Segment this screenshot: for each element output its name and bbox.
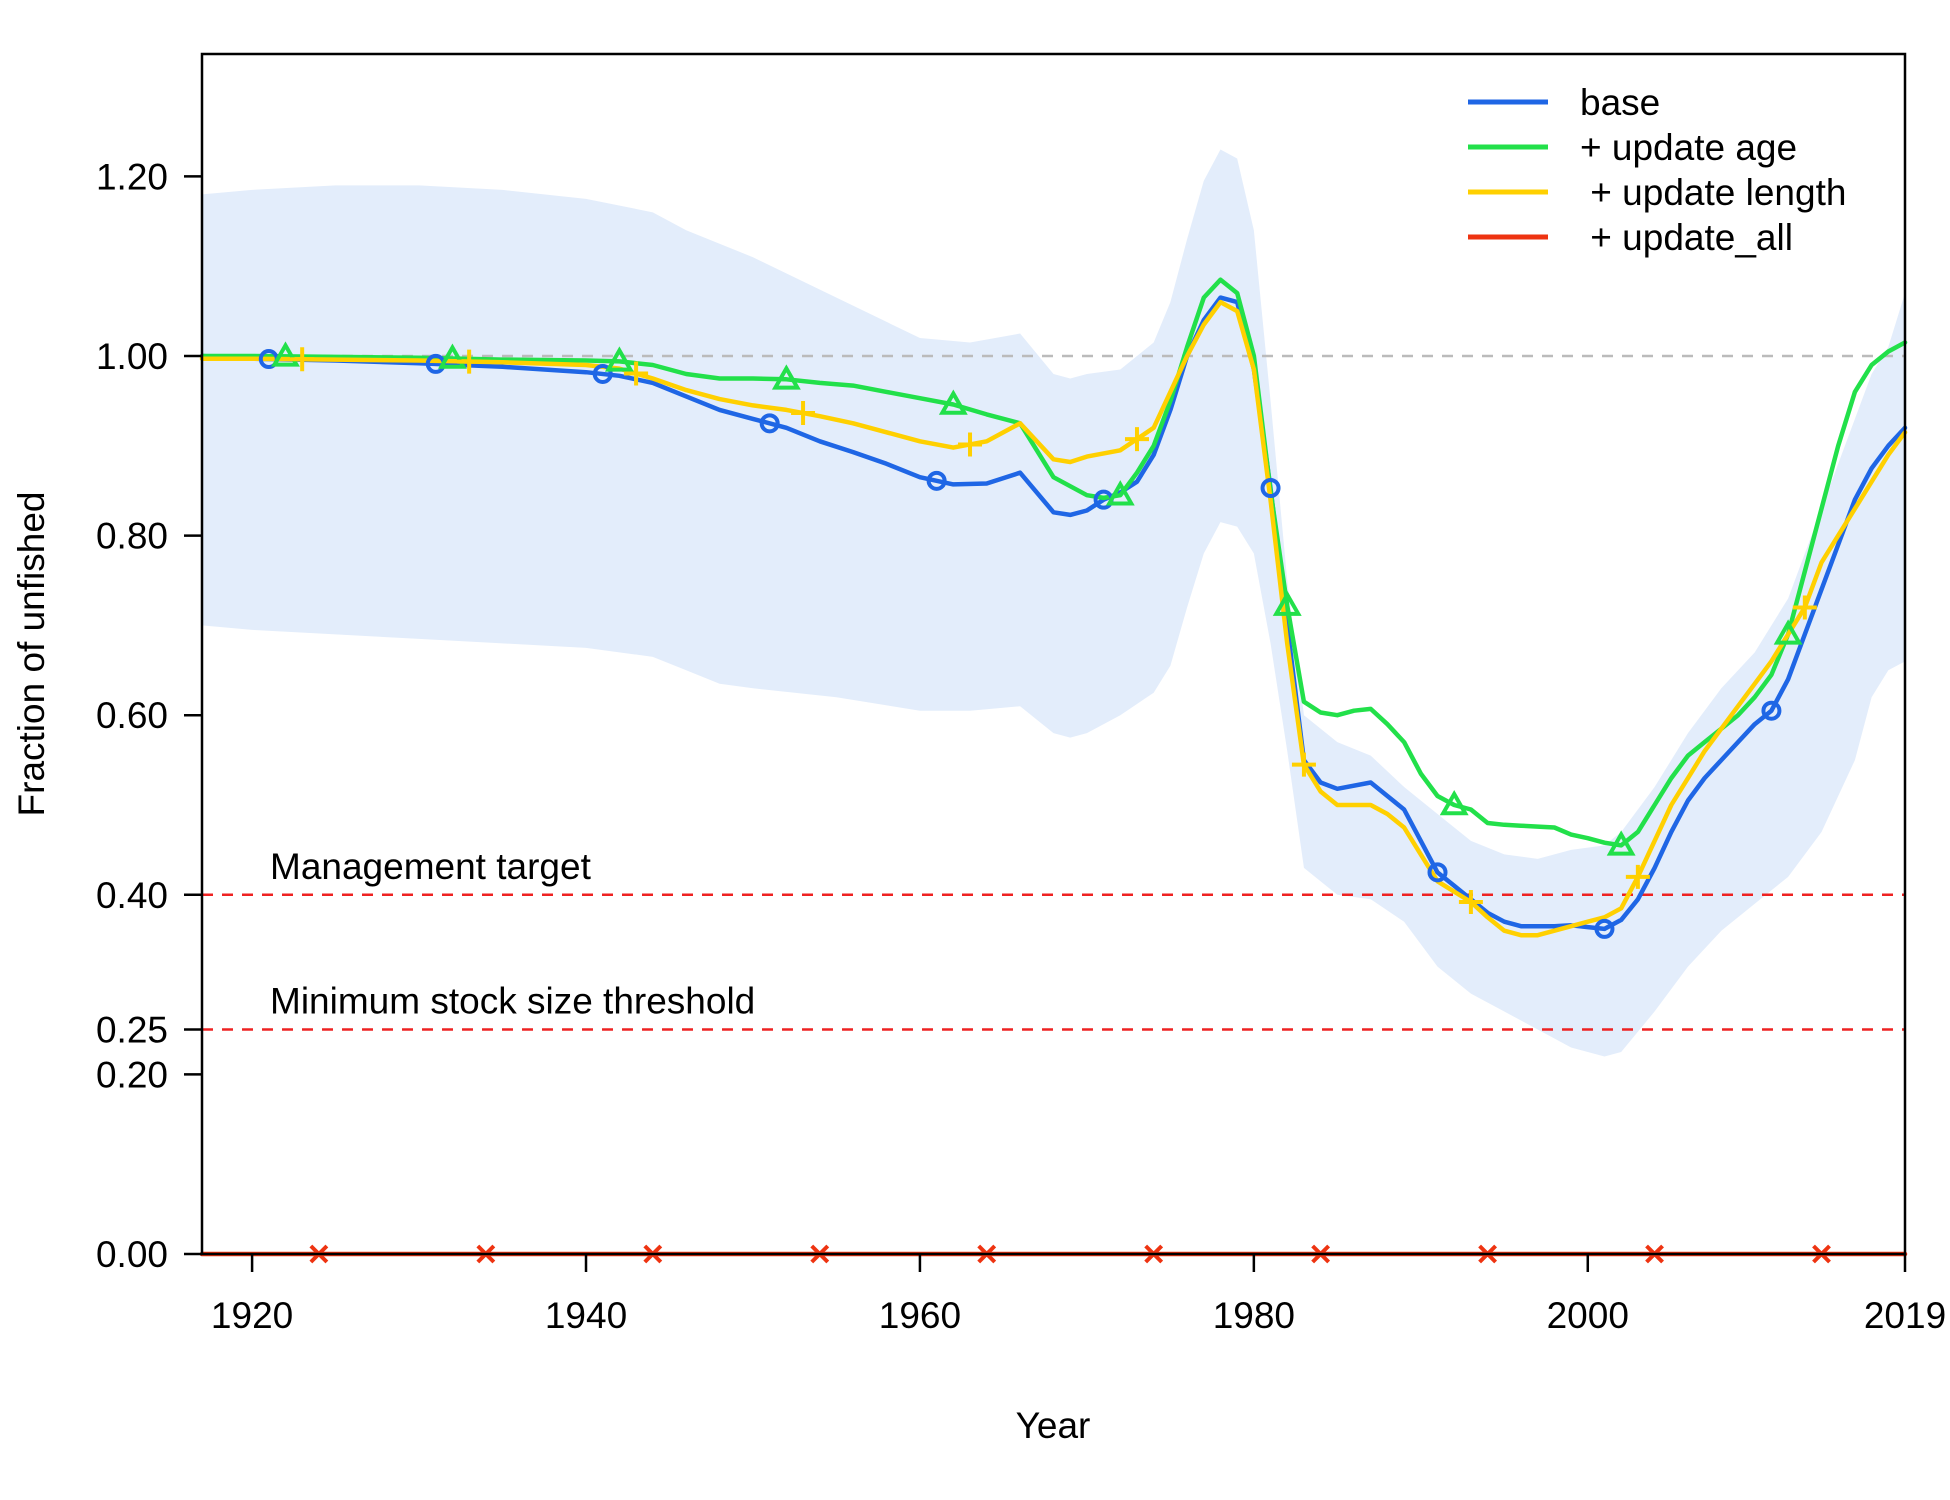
series-line [199,295,1908,932]
series-marker [1606,830,1636,856]
series-marker [1761,700,1782,721]
series-marker [604,346,634,372]
series-marker [1458,889,1483,914]
series-marker [1594,918,1615,939]
series-marker [1124,427,1149,452]
series-marker [271,341,300,367]
series-marker [592,363,613,384]
series-marker [958,432,983,457]
series-marker [771,364,801,390]
axes-layer: 1920 1940 1960 1980 2000 2019 0.00 0.200.25 0.40… [96,156,1946,1336]
series-marker [457,349,482,374]
series-marker [624,361,649,386]
y-axis-title: Fraction of unfished [11,492,52,817]
series-marker [1272,590,1302,616]
series-marker [1792,595,1817,620]
series-marker [1427,862,1448,883]
series-marker [926,470,947,491]
reference-line-label: Management target [270,846,592,887]
reference-line-label: Minimum stock size threshold [270,981,755,1022]
series-marker [938,389,968,415]
x-tick-label: 2019 [1864,1295,1946,1336]
x-tick-label: 1980 [1213,1295,1295,1336]
uncertainty-band-layer [202,149,1905,1057]
series-marker [1439,789,1469,816]
series-line [199,299,1908,938]
legend-label: + update_all [1580,217,1793,258]
y-tick-label: 0.25 [96,1010,168,1051]
series-marker [759,413,780,434]
series-marker [1105,480,1135,506]
legend-label: + update age [1580,127,1797,168]
x-tick-label: 1920 [211,1295,293,1336]
plot-frame [200,52,1907,1256]
series-marker [437,343,467,369]
y-tick-label: 1.20 [96,156,168,197]
x-tick-label: 1960 [879,1295,961,1336]
y-tick-label: 0.00 [96,1234,168,1275]
y-tick-label: 1.00 [96,336,168,377]
series-marker [1291,752,1316,777]
y-tick-label: 0.40 [96,875,168,916]
series-marker [791,401,816,426]
series-marker [1260,478,1281,499]
y-tick-label: 0.20 [96,1054,168,1095]
legend-label: + update length [1580,172,1846,213]
reference-lines-layer: Management target Minimum stock size thre… [202,354,1905,1031]
legend: base+ update age + update length + updat… [1468,82,1846,258]
x-tick-label: 1940 [545,1295,627,1336]
y-tick-label: 0.60 [96,695,168,736]
legend-label: base [1580,82,1660,123]
y-tick-label: 0.80 [96,516,168,557]
markers-layer [258,341,1831,1264]
series-marker [290,347,315,372]
uncertainty-band [202,149,1905,1057]
series-line [199,277,1908,848]
series-marker [1625,864,1650,889]
x-tick-label: 2000 [1547,1295,1629,1336]
series-marker [1773,619,1803,645]
x-axis-title: Year [1016,1405,1091,1446]
